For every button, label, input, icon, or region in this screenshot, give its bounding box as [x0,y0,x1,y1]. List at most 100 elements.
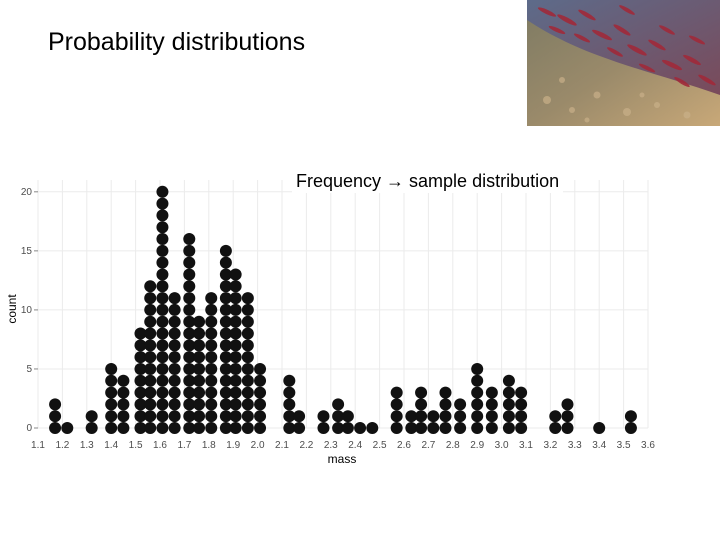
data-dot [241,303,254,316]
data-dot [229,422,242,434]
data-dot [205,374,218,387]
data-dot [156,268,169,281]
data-dot [134,339,147,352]
data-dot [561,410,574,423]
data-dot [502,422,515,434]
data-dot [193,362,206,375]
x-tick-label: 2.9 [470,440,484,451]
data-dot [229,292,242,305]
dotplot-svg: 0 5 10 15 20 1.1 1.2 1.3 1.4 1.5 1.6 1.7 1.8 1.9 2.0 2… [5,180,655,466]
data-dot [183,268,196,281]
data-dot [415,410,428,423]
data-dot [49,398,62,411]
data-dot [502,386,515,399]
data-dot [156,327,169,340]
y-tick-label: 15 [21,246,33,257]
data-dot [390,398,403,411]
x-tick-label: 3.3 [568,440,582,451]
data-dot [254,386,267,399]
data-dot [156,315,169,328]
data-dot [156,410,169,423]
data-dot [183,292,196,305]
x-tick-label: 1.8 [202,440,216,451]
data-dot [241,362,254,375]
data-dot [390,386,403,399]
data-dot [144,374,157,387]
data-dot [183,339,196,352]
y-tick-label: 20 [21,187,33,198]
data-dot [168,292,181,305]
data-dot [134,327,147,340]
data-dot [205,315,218,328]
data-dot [415,386,428,399]
data-dot [205,327,218,340]
data-dot [183,410,196,423]
data-dot [183,386,196,399]
data-dot [354,422,367,434]
data-dot [241,422,254,434]
data-dot [168,410,181,423]
data-dot [156,374,169,387]
data-dot [144,280,157,293]
data-dot [134,422,147,434]
data-dot [219,256,232,269]
data-dot [205,362,218,375]
data-dot [144,339,157,352]
data-dot [454,398,467,411]
data-dot [341,422,354,434]
data-dot [229,268,242,281]
data-dot [205,303,218,316]
data-dot [219,244,232,257]
data-dot [144,410,157,423]
x-tick-label: 1.3 [80,440,94,451]
data-dot [193,327,206,340]
data-dot [241,398,254,411]
data-dot [229,398,242,411]
data-dot [183,374,196,387]
data-dot [515,386,528,399]
data-dot [219,303,232,316]
data-dot [134,398,147,411]
data-dot [168,303,181,316]
data-dot [229,327,242,340]
data-dot [156,221,169,234]
data-dot [593,422,606,434]
data-dot [502,410,515,423]
data-dot [439,398,452,411]
data-dot [205,422,218,434]
data-dot [332,410,345,423]
data-dot [156,292,169,305]
data-dot [427,410,440,423]
data-dot [219,410,232,423]
data-dot [439,386,452,399]
data-dot [183,362,196,375]
data-dot [405,422,418,434]
data-dot [454,410,467,423]
x-tick-label: 1.4 [104,440,118,451]
data-dot [134,410,147,423]
data-dot [49,410,62,423]
data-dot [156,280,169,293]
data-dot [193,351,206,364]
data-dot [471,422,484,434]
data-dot [168,422,181,434]
data-dot [144,362,157,375]
data-dot [229,351,242,364]
data-dot [415,422,428,434]
y-tick-label: 5 [26,364,32,375]
data-dot [183,244,196,257]
data-dot [134,351,147,364]
data-dot [144,351,157,364]
data-dot [193,374,206,387]
data-dot [144,398,157,411]
data-dot [229,303,242,316]
x-tick-label: 2.1 [275,440,289,451]
data-dot [283,410,296,423]
data-dot [283,386,296,399]
data-dot [205,410,218,423]
data-dot [515,398,528,411]
x-tick-label: 3.1 [519,440,533,451]
data-dot [144,315,157,328]
data-dot [241,327,254,340]
data-dot [561,422,574,434]
